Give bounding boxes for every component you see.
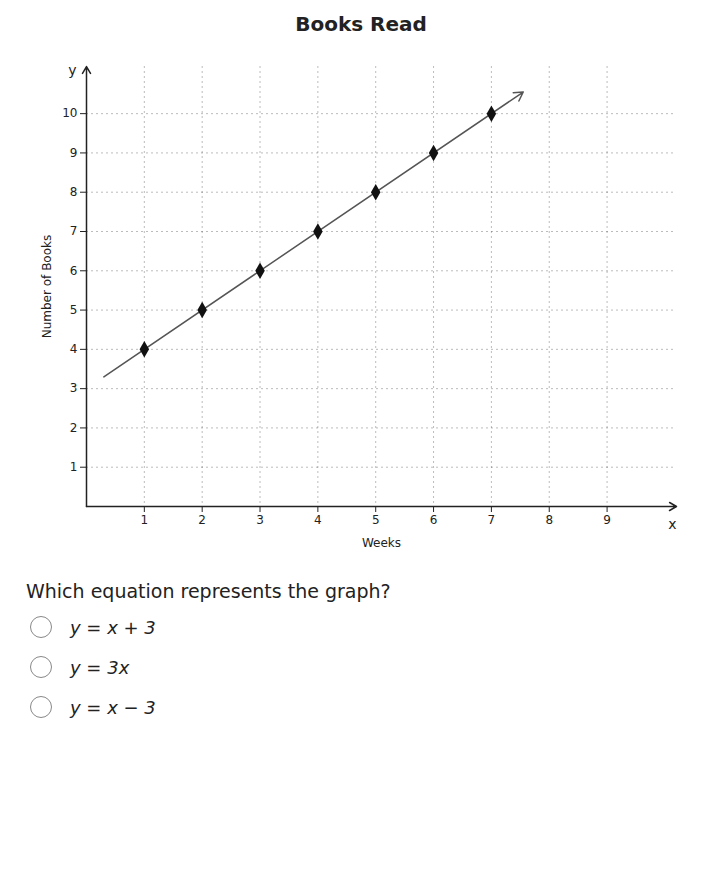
svg-text:9: 9 [603, 513, 611, 527]
svg-text:y: y [68, 62, 76, 78]
svg-text:8: 8 [70, 185, 78, 199]
svg-text:5: 5 [70, 303, 78, 317]
svg-text:4: 4 [70, 342, 78, 356]
svg-text:10: 10 [62, 106, 77, 120]
svg-text:2: 2 [70, 421, 78, 435]
svg-text:7: 7 [488, 513, 496, 527]
html-text:Which equation represents the: Which equation represents the graph? [26, 580, 391, 602]
svg-text:5: 5 [372, 513, 380, 527]
html-text:Books Read: Books Read [295, 12, 427, 36]
svg-text:6: 6 [70, 264, 78, 278]
html-text:y = x − 3: y = x − 3 [70, 696, 156, 718]
svg-text:1: 1 [70, 460, 78, 474]
html-text:y = 3x: y = 3x [70, 656, 130, 678]
svg-text:Number of Books: Number of Books [40, 235, 54, 339]
svg-text:2: 2 [198, 513, 206, 527]
svg-text:4: 4 [314, 513, 322, 527]
svg-text:1: 1 [141, 513, 149, 527]
svg-text:9: 9 [70, 146, 78, 160]
svg-text:3: 3 [256, 513, 264, 527]
svg-text:8: 8 [545, 513, 553, 527]
svg-text:6: 6 [430, 513, 438, 527]
svg-text:3: 3 [70, 381, 78, 395]
svg-text:Weeks: Weeks [362, 536, 401, 550]
svg-text:7: 7 [70, 224, 78, 238]
svg-text:x: x [668, 516, 676, 532]
html-text:y = x + 3: y = x + 3 [70, 616, 156, 638]
